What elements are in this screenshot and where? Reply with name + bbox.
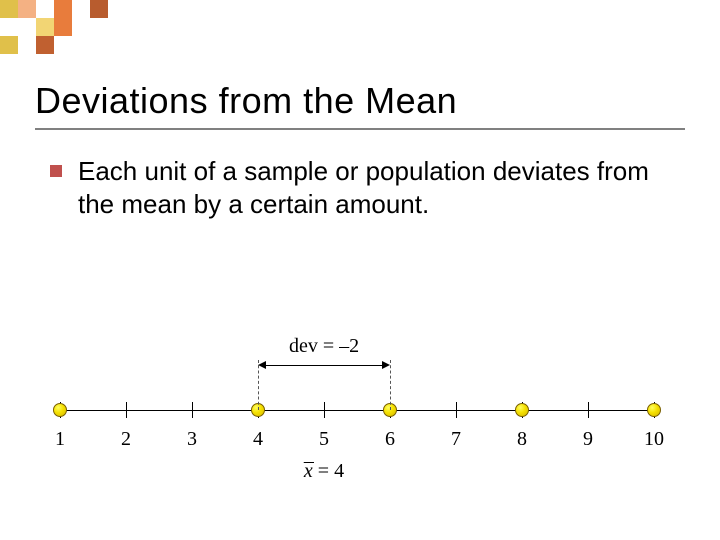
- deviation-arrow-line: [264, 365, 384, 366]
- decor-square: [54, 18, 72, 36]
- decor-square: [0, 0, 18, 18]
- bullet-marker: [50, 165, 62, 177]
- axis-tick: [324, 402, 325, 418]
- axis-label: 2: [121, 428, 131, 451]
- axis-label: 3: [187, 428, 197, 451]
- axis-tick: [456, 402, 457, 418]
- arrow-head-left: [258, 361, 266, 369]
- decor-square: [0, 36, 18, 54]
- axis-line: [60, 410, 660, 411]
- axis-label: 7: [451, 428, 461, 451]
- decor-square: [36, 36, 54, 54]
- data-point: [53, 403, 67, 417]
- data-point: [647, 403, 661, 417]
- axis-label: 4: [253, 428, 263, 451]
- axis-tick: [588, 402, 589, 418]
- data-point: [515, 403, 529, 417]
- axis-label: 8: [517, 428, 527, 451]
- axis-tick: [192, 402, 193, 418]
- number-line-diagram: 12345678910dev = –2–x = 4: [50, 340, 670, 510]
- axis-tick: [126, 402, 127, 418]
- axis-label: 6: [385, 428, 395, 451]
- deviation-label: dev = –2: [289, 335, 359, 358]
- axis-label: 5: [319, 428, 329, 451]
- title-underline: [35, 128, 685, 130]
- slide-title: Deviations from the Mean: [35, 80, 457, 122]
- axis-label: 9: [583, 428, 593, 451]
- decor-square: [18, 0, 36, 18]
- deviation-guide: [390, 360, 391, 410]
- bullet-text: Each unit of a sample or population devi…: [78, 155, 670, 220]
- mean-label: –x = 4: [294, 460, 354, 483]
- bullet-block: Each unit of a sample or population devi…: [50, 155, 670, 220]
- decor-square: [90, 0, 108, 18]
- decor-square: [54, 0, 72, 18]
- axis-label: 1: [55, 428, 65, 451]
- arrow-head-right: [382, 361, 390, 369]
- decor-square: [36, 18, 54, 36]
- axis-label: 10: [644, 428, 664, 451]
